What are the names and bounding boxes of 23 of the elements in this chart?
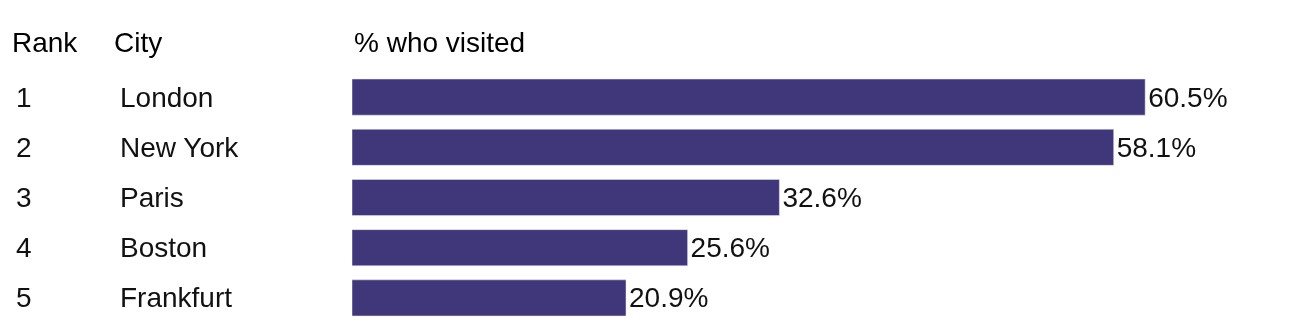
bar xyxy=(352,179,780,216)
data-label: 25.6% xyxy=(690,232,771,264)
bar xyxy=(352,78,1146,116)
data-label: 20.9% xyxy=(629,282,709,314)
text: 1 xyxy=(16,82,32,113)
y-tick-label: Frankfurt xyxy=(120,282,233,313)
data-label: 32.6% xyxy=(782,182,862,213)
bar xyxy=(352,279,627,317)
text: City xyxy=(114,27,163,58)
y-tick-label: Boston xyxy=(120,232,208,263)
data-label: 58.1% xyxy=(1116,131,1197,163)
y-tick-label: New York xyxy=(120,132,240,163)
y-tick-label: Paris xyxy=(120,182,184,213)
bar xyxy=(352,229,688,267)
data-label: 60.5% xyxy=(1148,81,1228,113)
y-tick-label: London xyxy=(120,82,214,113)
text: 2 xyxy=(16,132,32,163)
x-axis-title: % who visited xyxy=(354,27,526,58)
text: 3 xyxy=(16,182,32,213)
text: 5 xyxy=(16,282,32,313)
text: 4 xyxy=(16,232,32,263)
bar xyxy=(352,128,1114,166)
text: Rank xyxy=(12,27,79,58)
